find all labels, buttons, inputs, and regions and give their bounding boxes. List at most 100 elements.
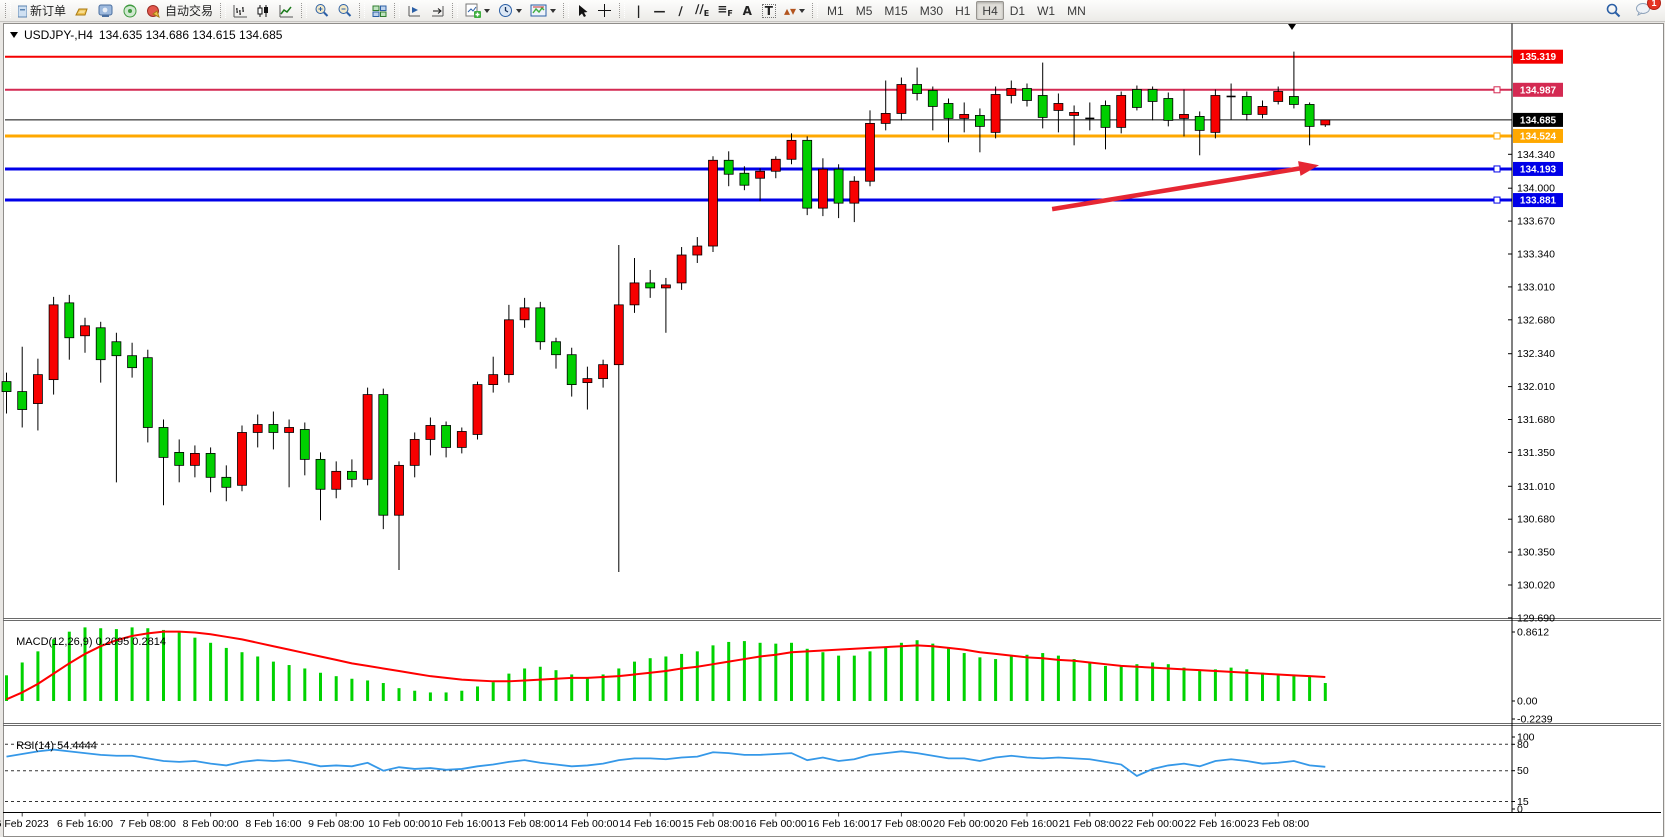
svg-text:0.8612: 0.8612: [1517, 627, 1549, 639]
broadcast-icon: [122, 4, 138, 18]
svg-text:130.020: 130.020: [1517, 580, 1555, 592]
dropdown-caret-icon: [550, 9, 557, 16]
cursor-icon: [577, 4, 589, 18]
crosshair-tool-button[interactable]: [593, 1, 616, 20]
dropdown-caret-icon: [484, 9, 491, 16]
zoom-out-button[interactable]: [333, 1, 356, 20]
svg-text:-0.2239: -0.2239: [1517, 714, 1553, 726]
timeframe-h4-button[interactable]: H4: [976, 1, 1004, 20]
scroll-marker-icon[interactable]: [1288, 24, 1296, 34]
svg-text:134.685: 134.685: [1520, 115, 1557, 126]
svg-text:134.987: 134.987: [1520, 85, 1557, 96]
notification-badge[interactable]: 1: [1647, 0, 1661, 10]
timeframe-m1-button[interactable]: M1: [821, 1, 850, 20]
svg-text:13 Feb 08:00: 13 Feb 08:00: [494, 818, 556, 830]
trendline-tool-button[interactable]: ∕: [670, 1, 691, 20]
svg-text:135.319: 135.319: [1520, 52, 1557, 63]
toolbar-grip[interactable]: [619, 3, 626, 18]
timeframe-m5-button[interactable]: M5: [850, 1, 879, 20]
template-button[interactable]: [526, 1, 560, 20]
search-button[interactable]: [1602, 1, 1625, 20]
toolbar-grip[interactable]: [359, 3, 366, 18]
broadcast-button[interactable]: [118, 1, 142, 20]
candlestick-chart-icon: [256, 4, 271, 18]
terminal-button[interactable]: [94, 1, 118, 20]
timeframe-m30-button[interactable]: M30: [914, 1, 949, 20]
toolbar-grip[interactable]: [563, 3, 570, 18]
toolbar-grip[interactable]: [5, 3, 11, 18]
svg-text:133.881: 133.881: [1520, 196, 1557, 207]
zoom-in-button[interactable]: [310, 1, 333, 20]
tile-windows-button[interactable]: [368, 1, 391, 20]
svg-text:133.670: 133.670: [1517, 216, 1555, 228]
macd-values: 0.2095 0.2814: [95, 636, 166, 648]
text-tool-button[interactable]: A: [737, 1, 758, 20]
svg-text:131.680: 131.680: [1517, 414, 1555, 426]
chart-collapse-icon[interactable]: [10, 32, 18, 42]
svg-text:134.340: 134.340: [1517, 149, 1555, 161]
svg-text:129.690: 129.690: [1517, 612, 1555, 624]
label-tool-icon: T: [761, 3, 776, 18]
vertical-line-tool-button[interactable]: |: [628, 1, 649, 20]
svg-text:9 Feb 08:00: 9 Feb 08:00: [308, 818, 364, 830]
period-button[interactable]: [494, 1, 526, 20]
new-order-button[interactable]: 新订单: [14, 1, 70, 20]
toolbar-grip[interactable]: [394, 3, 401, 18]
timeframe-m15-button[interactable]: M15: [878, 1, 913, 20]
toolbar-grip[interactable]: [452, 3, 459, 18]
label-tool-button[interactable]: T: [758, 1, 780, 20]
fibonacci-tool-button[interactable]: ≡F: [713, 1, 737, 20]
cursor-tool-button[interactable]: [572, 1, 593, 20]
zoom-out-icon: [337, 3, 352, 18]
line-chart-button[interactable]: [275, 1, 298, 20]
text-tool-icon: A: [742, 3, 752, 18]
chart-window: [3, 23, 1664, 837]
svg-text:130.680: 130.680: [1517, 514, 1555, 526]
search-icon: [1606, 3, 1621, 18]
arrows-tool-button[interactable]: ▴▾: [780, 1, 809, 20]
auto-trading-label: 自动交易: [165, 4, 214, 18]
timeframe-d1-button[interactable]: D1: [1004, 1, 1031, 20]
channel-tool-button[interactable]: ∕∕E: [691, 1, 713, 20]
template-icon: [530, 3, 547, 18]
timeframe-h1-button[interactable]: H1: [949, 1, 976, 20]
gold-button[interactable]: [70, 1, 94, 20]
svg-text:0: 0: [1517, 804, 1523, 816]
new-order-icon: [17, 4, 28, 18]
svg-text:14 Feb 16:00: 14 Feb 16:00: [619, 818, 681, 830]
candlestick-chart-button[interactable]: [252, 1, 275, 20]
svg-text:17 Feb 08:00: 17 Feb 08:00: [870, 818, 932, 830]
arrange-right-button[interactable]: [426, 1, 449, 20]
svg-text:131.350: 131.350: [1517, 447, 1555, 459]
svg-text:132.340: 132.340: [1517, 348, 1555, 360]
auto-trading-button[interactable]: 自动交易: [142, 1, 217, 20]
svg-text:16 Feb 00:00: 16 Feb 00:00: [745, 818, 807, 830]
toolbar-grip[interactable]: [301, 3, 308, 18]
zoom-in-icon: [314, 3, 329, 18]
toolbar-grip[interactable]: [220, 3, 227, 18]
macd-label: MACD(12,26,9) 0.2095 0.2814: [16, 636, 166, 648]
timeframe-mn-button[interactable]: MN: [1061, 1, 1092, 20]
svg-text:133.010: 133.010: [1517, 281, 1555, 293]
new-order-label: 新订单: [30, 4, 67, 18]
new-chart-button[interactable]: [461, 1, 494, 20]
svg-text:134.000: 134.000: [1517, 183, 1555, 195]
svg-text:22 Feb 00:00: 22 Feb 00:00: [1122, 818, 1184, 830]
svg-text:132.680: 132.680: [1517, 314, 1555, 326]
dropdown-caret-icon: [799, 9, 806, 16]
arrange-left-button[interactable]: [403, 1, 426, 20]
horizontal-line-tool-button[interactable]: —: [649, 1, 670, 20]
chart-ohlc-readout: 134.635 134.686 134.615 134.685: [98, 27, 283, 42]
svg-text:80: 80: [1517, 739, 1529, 751]
chart-symbol-period: USDJPY-,H4: [24, 27, 93, 42]
rsi-value: 54.4444: [57, 740, 97, 752]
arrows-tool-icon: ▴▾: [783, 3, 797, 18]
toolbar-grip[interactable]: [812, 3, 819, 18]
svg-text:14 Feb 00:00: 14 Feb 00:00: [556, 818, 618, 830]
trendline-icon: ∕: [678, 3, 683, 18]
svg-text:22 Feb 16:00: 22 Feb 16:00: [1184, 818, 1246, 830]
timeframe-w1-button[interactable]: W1: [1031, 1, 1061, 20]
bar-chart-button[interactable]: [229, 1, 252, 20]
